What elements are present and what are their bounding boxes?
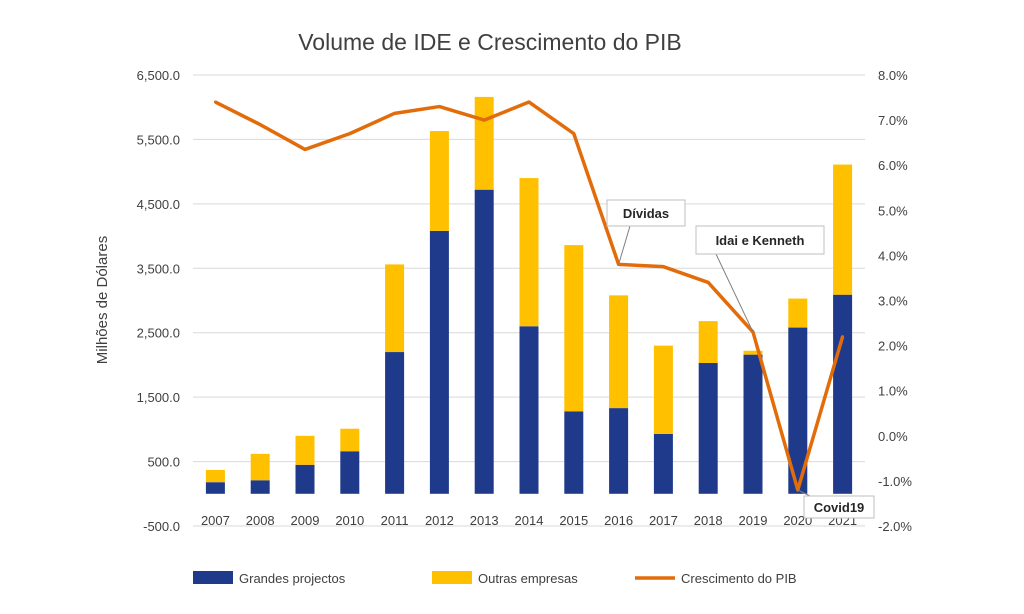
callout-leader: [797, 489, 811, 497]
y-tick-label: 4,500.0: [137, 197, 180, 212]
y2-tick-label: 4.0%: [878, 248, 908, 263]
x-tick-label: 2010: [335, 513, 364, 528]
bar-outras-empresas: [564, 245, 584, 412]
x-tick-label: 2009: [291, 513, 320, 528]
bar-grandes-projectos: [833, 294, 853, 494]
y-axis-ticks: -500.0 500.0 1,500.0 2,500.0 3,500.0 4,500.0 5…: [137, 68, 180, 534]
callout-box: [695, 225, 825, 255]
y-tick-label: 6,500.0: [137, 68, 180, 83]
bar-outras-empresas: [474, 96, 494, 190]
bar-outras-empresas: [519, 178, 539, 327]
callout-label: Covid19: [814, 500, 865, 515]
x-tick-label: 2008: [246, 513, 275, 528]
callout-box: [606, 199, 686, 227]
y-tick-label: 500.0: [147, 455, 180, 470]
legend-label-crescimento-pib: Crescimento do PIB: [681, 571, 797, 586]
y-tick-label: 1,500.0: [137, 390, 180, 405]
bar-grandes-projectos: [609, 408, 629, 494]
x-tick-label: 2017: [649, 513, 678, 528]
y-tick-label: 5,500.0: [137, 132, 180, 147]
gdp-point: [437, 105, 441, 109]
bar-outras-empresas: [250, 453, 270, 481]
x-tick-label: 2014: [515, 513, 544, 528]
x-tick-label: 2015: [559, 513, 588, 528]
bar-grandes-projectos: [385, 352, 405, 494]
y-tick-label: -500.0: [143, 519, 180, 534]
y2-tick-label: -2.0%: [878, 519, 912, 534]
bar-outras-empresas: [788, 298, 808, 328]
y-axis-label: Milhões de Dólares: [94, 236, 111, 364]
legend: Grandes projectos Outras empresas Crescime…: [193, 571, 797, 586]
x-tick-label: 2012: [425, 513, 454, 528]
bar-grandes-projectos: [519, 326, 539, 494]
x-tick-label: 2018: [694, 513, 723, 528]
y2-tick-label: 5.0%: [878, 203, 908, 218]
gdp-point: [482, 118, 486, 122]
y2-tick-label: 2.0%: [878, 339, 908, 354]
bar-grandes-projectos: [429, 230, 449, 494]
bar-grandes-projectos: [340, 451, 360, 494]
y2-tick-label: 6.0%: [878, 158, 908, 173]
bar-grandes-projectos: [698, 362, 718, 494]
bar-grandes-projectos: [295, 464, 315, 494]
gdp-point: [213, 100, 217, 104]
y2-tick-label: 3.0%: [878, 294, 908, 309]
bar-grandes-projectos: [743, 354, 763, 494]
y2-tick-label: 1.0%: [878, 384, 908, 399]
x-tick-label: 2011: [381, 513, 409, 528]
gdp-point: [348, 132, 352, 136]
bar-outras-empresas: [340, 428, 360, 452]
bar-grandes-projectos: [474, 189, 494, 494]
bars: [205, 96, 853, 494]
callout-leader: [618, 225, 631, 265]
gdp-point: [393, 111, 397, 115]
bar-outras-empresas: [205, 469, 225, 483]
bar-outras-empresas: [429, 131, 449, 231]
bar-grandes-projectos: [788, 327, 808, 494]
callout-label: Idai e Kenneth: [716, 233, 805, 248]
gdp-point: [572, 132, 576, 136]
y2-tick-label: 7.0%: [878, 113, 908, 128]
gdp-point: [841, 335, 845, 339]
y2-axis-ticks: -2.0% -1.0% 0.0% 1.0% 2.0% 3.0% 4.0% 5.0% 6.0% 7.…: [878, 68, 912, 534]
callouts: Dívidas Idai e Kenneth Covid19: [606, 199, 875, 519]
x-axis-ticks: 2007 2008 2009 2010 2011 2012 2013 2014 2015 2016…: [201, 513, 857, 528]
callout-leader: [715, 253, 754, 333]
bar-outras-empresas: [743, 350, 763, 355]
x-tick-label: 2019: [739, 513, 768, 528]
gdp-point: [258, 123, 262, 127]
legend-label-grandes-projectos: Grandes projectos: [239, 571, 346, 586]
legend-label-outras-empresas: Outras empresas: [478, 571, 578, 586]
callout-box: [803, 495, 875, 519]
gdp-point: [706, 280, 710, 284]
y2-tick-label: -1.0%: [878, 474, 912, 489]
gdp-line: [213, 100, 845, 492]
gdp-point: [527, 100, 531, 104]
legend-swatch-outras-empresas: [432, 571, 472, 584]
bar-outras-empresas: [653, 345, 673, 434]
bar-outras-empresas: [385, 264, 405, 353]
bar-grandes-projectos: [564, 411, 584, 494]
bar-outras-empresas: [609, 295, 629, 409]
chart-title: Volume de IDE e Crescimento do PIB: [298, 29, 682, 55]
x-tick-label: 2013: [470, 513, 499, 528]
y2-tick-label: 0.0%: [878, 429, 908, 444]
bar-grandes-projectos: [653, 433, 673, 494]
bar-outras-empresas: [833, 164, 853, 295]
bar-outras-empresas: [295, 435, 315, 465]
bar-grandes-projectos: [205, 482, 225, 494]
y2-tick-label: 8.0%: [878, 68, 908, 83]
y-tick-label: 3,500.0: [137, 261, 180, 276]
y-tick-label: 2,500.0: [137, 326, 180, 341]
x-tick-label: 2007: [201, 513, 230, 528]
legend-swatch-grandes-projectos: [193, 571, 233, 584]
x-tick-label: 2016: [604, 513, 633, 528]
callout-label: Dívidas: [623, 206, 669, 221]
bar-outras-empresas: [698, 321, 718, 363]
gdp-point: [303, 147, 307, 151]
gdp-point: [661, 265, 665, 269]
bar-grandes-projectos: [250, 480, 270, 494]
